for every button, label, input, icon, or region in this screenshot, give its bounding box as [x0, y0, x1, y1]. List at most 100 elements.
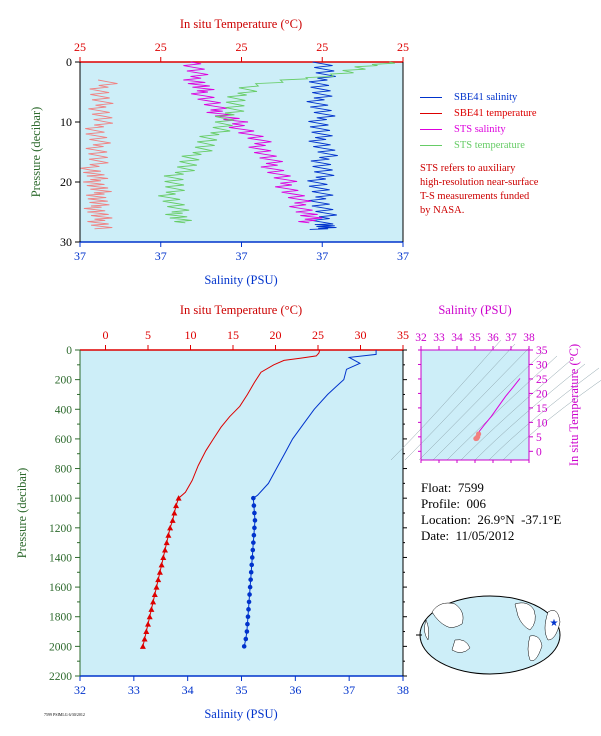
ts-x-tick-label: 37 [505, 332, 517, 344]
ts-x-tick-label: 36 [487, 332, 499, 344]
legend-label: STS salinity [454, 123, 506, 135]
x-tick-label: 36 [289, 683, 301, 697]
ts-marker [473, 435, 479, 442]
y-tick-label: 0 [66, 55, 72, 69]
y-tick-label: 1400 [49, 552, 72, 564]
y-tick-label: 400 [55, 404, 73, 416]
x2-tick-label: 25 [155, 40, 167, 54]
sts-note: STS refers to auxiliary high-resolution … [420, 162, 600, 218]
salinity-marker [249, 562, 255, 568]
series-line [80, 79, 118, 230]
x-tick-label: 37 [74, 249, 86, 263]
ts-density-contours [390, 339, 601, 461]
salinity-marker [249, 555, 255, 560]
main-ticks-layer: 0200400600800100012001400160018002000220… [49, 328, 409, 697]
x-tick-label: 37 [236, 249, 248, 263]
temperature-marker [165, 532, 172, 538]
temperature-marker [160, 554, 167, 560]
note-line: high-resolution near-surface [420, 177, 539, 188]
x2-tick-label: 25 [236, 40, 248, 54]
float-info: Float: 7599 Profile: 006 Location: 26.9°… [421, 480, 561, 544]
salinity-marker [245, 621, 250, 627]
top-salinity-title: Salinity (PSU) [204, 273, 277, 287]
salinity-marker [241, 644, 247, 649]
x2-tick-label: 10 [185, 328, 197, 342]
x2-tick-label: 25 [397, 40, 409, 54]
temperature-marker [139, 643, 146, 649]
ts-salinity-title: Salinity (PSU) [438, 303, 511, 317]
temperature-marker [173, 502, 180, 509]
salinity-marker [252, 518, 258, 523]
series-line [183, 61, 323, 224]
float-id: Float: 7599 [421, 480, 484, 495]
x-tick-label: 37 [316, 249, 328, 263]
map-land-australia [451, 639, 471, 653]
ts-y-tick-label: 30 [536, 359, 548, 371]
map-land-asia [431, 602, 464, 628]
salinity-marker [252, 525, 257, 531]
main-salinity-title: Salinity (PSU) [204, 707, 277, 721]
density-contour [446, 355, 558, 461]
location: Location: 26.9°N -37.1°E [421, 512, 562, 527]
salinity-marker [247, 592, 252, 597]
top-series-layer [80, 61, 395, 230]
y-tick-label: 1000 [49, 493, 72, 505]
legend-label: STS temperature [454, 139, 525, 151]
series-line [306, 61, 338, 230]
ts-x-tick-label: 34 [451, 332, 463, 344]
salinity-marker [246, 599, 252, 605]
ts-ticks-layer: 32 33 34 35 36 37 38 0 5 10 15 20 25 30 35 [415, 332, 548, 463]
x2-tick-label: 30 [355, 328, 367, 342]
y-tick-label: 20 [60, 175, 72, 189]
x-tick-label: 37 [155, 249, 167, 263]
temperature-marker [162, 547, 168, 553]
y-tick-label: 600 [55, 434, 73, 446]
world-map: ★ [416, 595, 561, 675]
temperature-marker [146, 613, 153, 620]
salinity-marker [248, 569, 254, 575]
temperature-marker [156, 569, 163, 575]
series-line [158, 61, 395, 224]
y-tick-label: 200 [55, 375, 73, 387]
legend: SBE41 salinity SBE41 temperature STS sal… [420, 89, 537, 153]
ts-panel: 32 33 34 35 36 37 38 0 5 10 15 20 25 30 35 Salinity (P… [390, 303, 601, 466]
salinity-marker [250, 547, 256, 553]
temperature-marker [145, 621, 151, 627]
y-tick-label: 0 [66, 345, 72, 357]
x-tick-label: 37 [343, 683, 355, 697]
ts-x-tick-label: 33 [433, 332, 445, 344]
top-panel: 0 10 20 30 25 25 25 25 25 37 37 37 37 37 In situ Temp… [29, 17, 409, 287]
temperature-marker [175, 495, 182, 501]
x-tick-label: 35 [236, 683, 248, 697]
temperature-marker [143, 628, 150, 635]
main-series-layer [139, 349, 377, 649]
y-tick-label: 800 [55, 464, 73, 476]
temperature-marker [148, 606, 155, 612]
note-line: T-S measurements funded [420, 191, 530, 202]
main-plot-area [80, 350, 403, 676]
main-panel: 0200400600800100012001400160018002000220… [15, 303, 409, 721]
main-pressure-title: Pressure (decibar) [15, 468, 29, 559]
density-contour [488, 367, 600, 461]
note-line: by NASA. [420, 205, 465, 216]
legend-label: SBE41 temperature [454, 107, 537, 119]
density-contour [474, 363, 586, 461]
ts-series-layer [473, 378, 521, 442]
profile-number: Profile: 006 [421, 496, 486, 511]
x-tick-label: 33 [128, 683, 140, 697]
x2-tick-label: 15 [227, 328, 239, 342]
salinity-marker [251, 503, 257, 508]
density-contour [502, 380, 601, 461]
y-tick-label: 1800 [49, 612, 72, 624]
temperature-marker [141, 635, 148, 642]
x-tick-label: 34 [182, 683, 194, 697]
x2-tick-label: 20 [270, 328, 282, 342]
ts-x-tick-label: 38 [523, 332, 535, 344]
y-tick-label: 2200 [49, 671, 72, 683]
legend-label: SBE41 salinity [454, 91, 518, 103]
top-ticks-layer: 0 10 20 30 25 25 25 25 25 37 37 37 37 37 [60, 40, 409, 263]
salinity-marker [247, 584, 253, 590]
x-tick-label: 37 [397, 249, 409, 263]
salinity-marker [246, 607, 251, 612]
density-contour [404, 343, 516, 461]
